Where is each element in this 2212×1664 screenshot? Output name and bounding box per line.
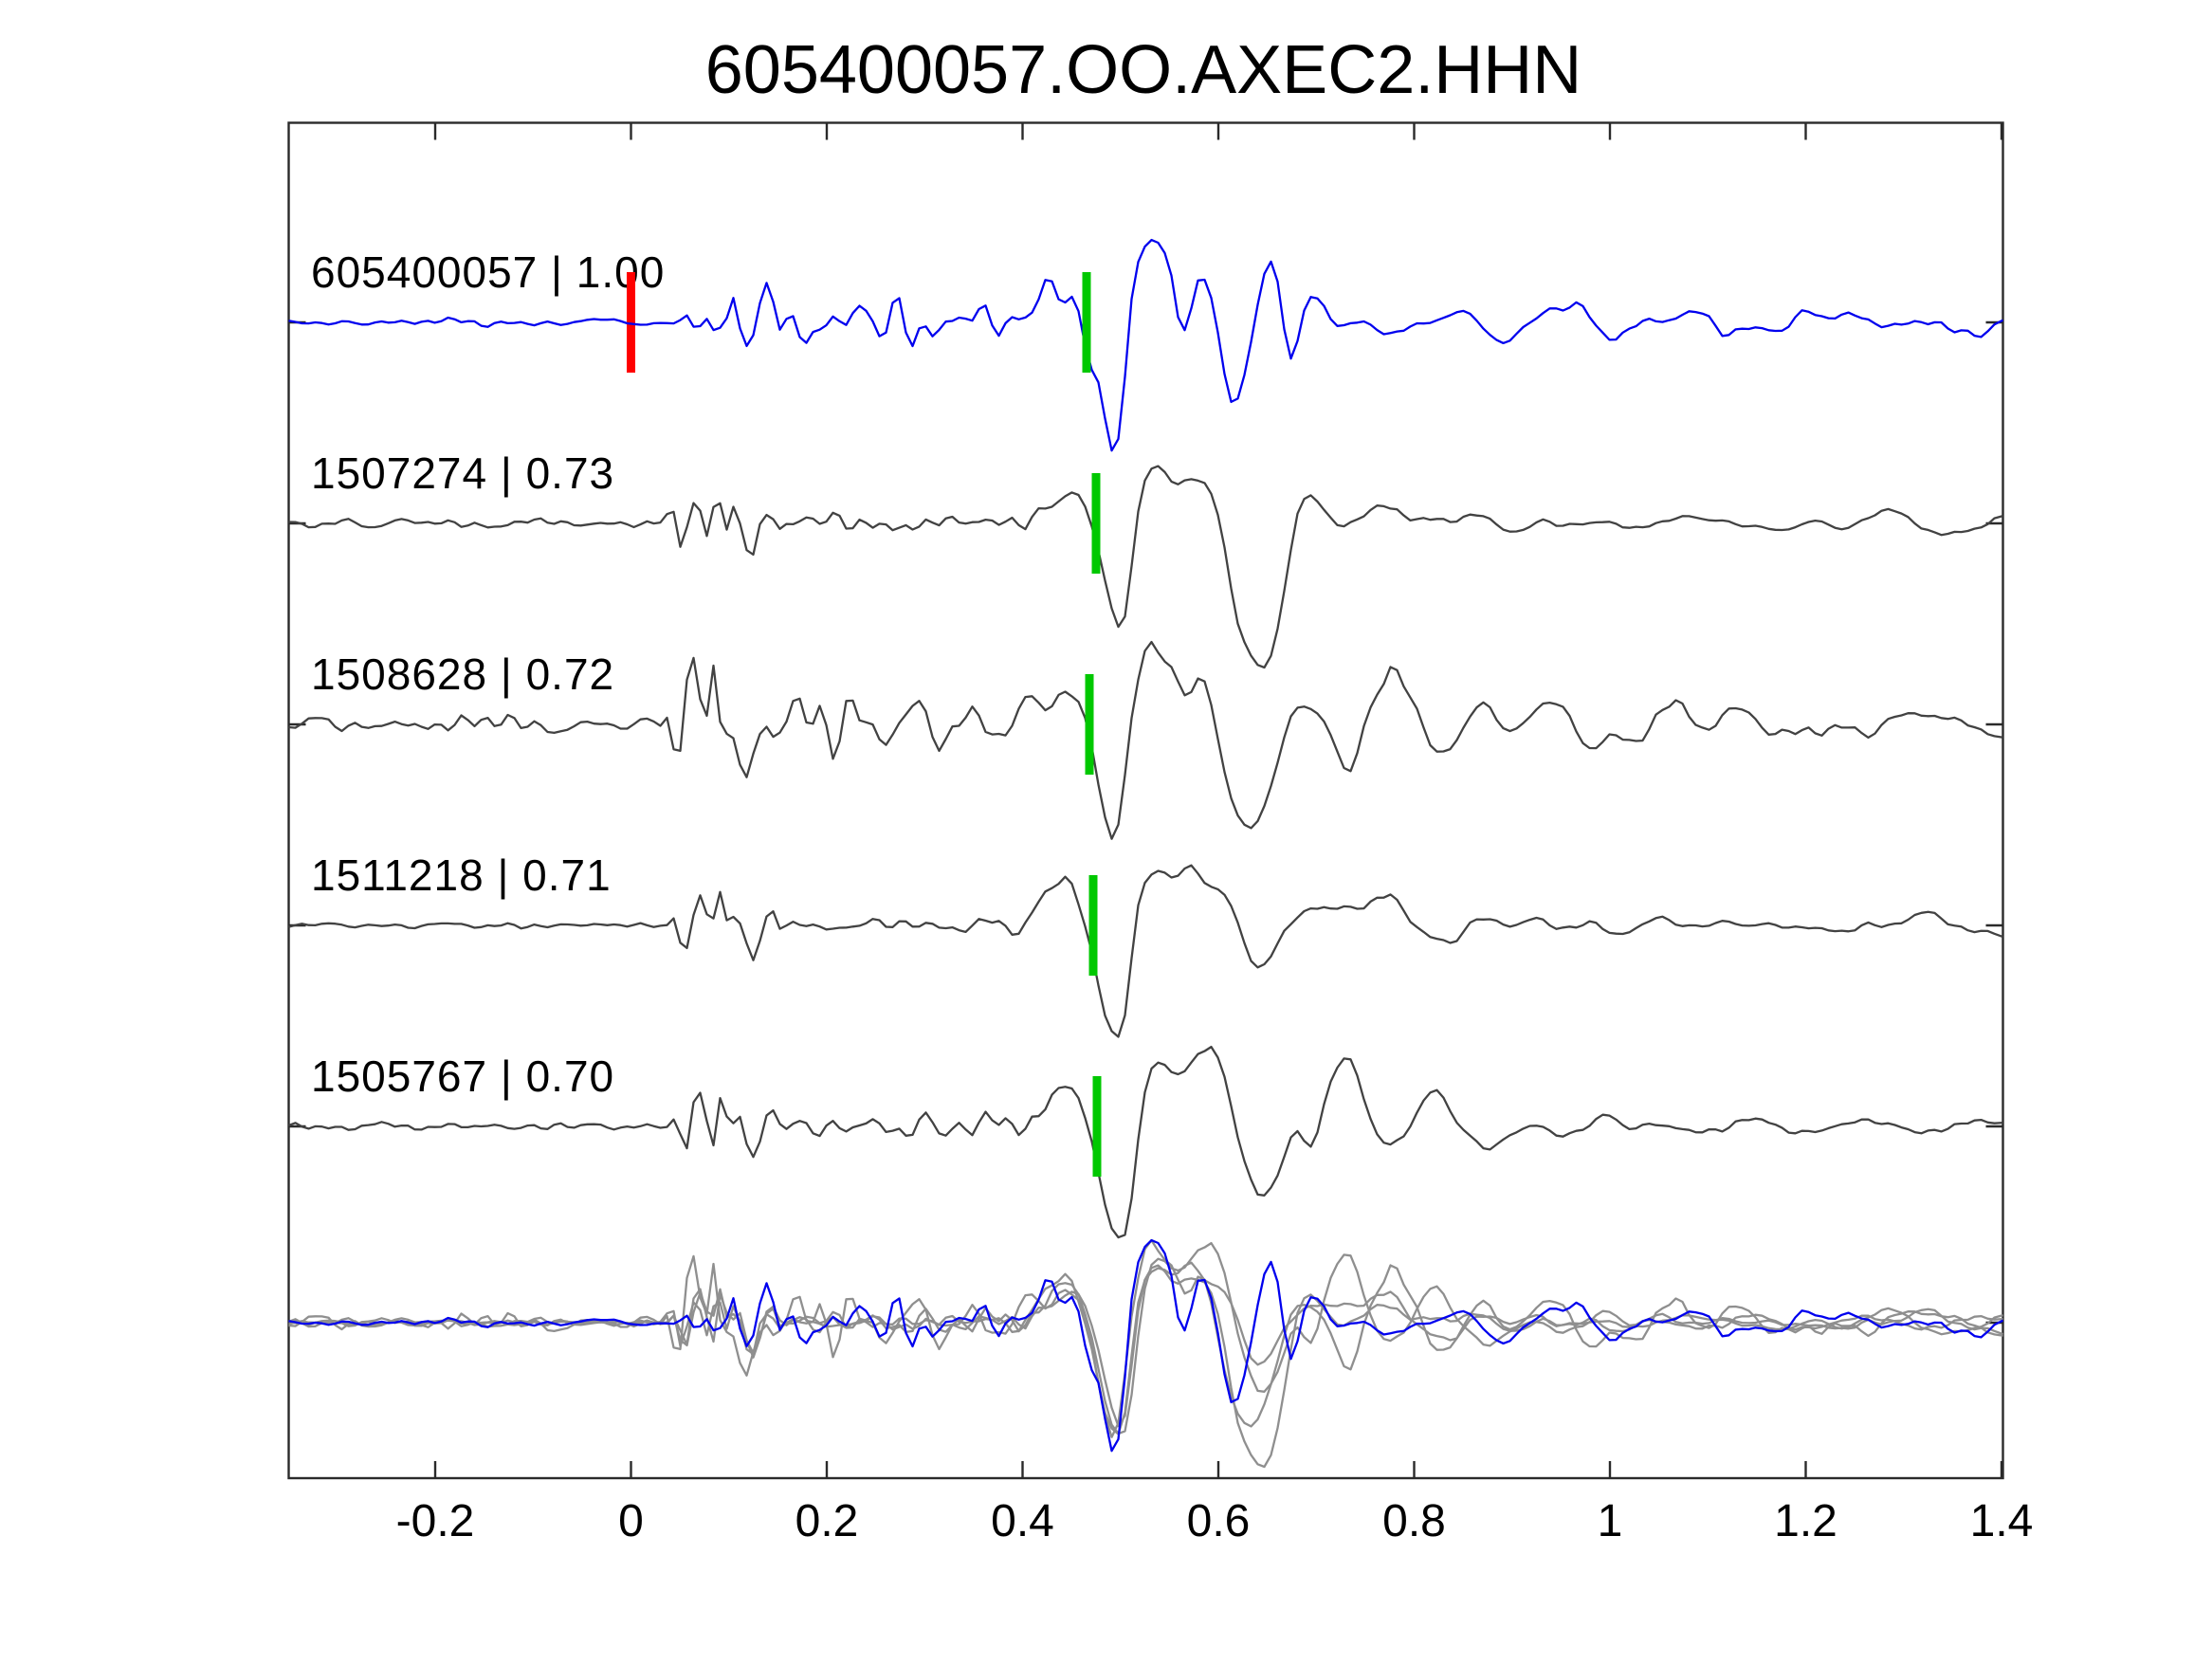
svg-text:-0.2: -0.2 — [396, 1496, 475, 1546]
svg-text:1511218 | 0.71: 1511218 | 0.71 — [311, 850, 612, 900]
svg-text:1508628 | 0.72: 1508628 | 0.72 — [311, 649, 614, 699]
svg-text:605400057 | 1.00: 605400057 | 1.00 — [311, 247, 665, 297]
svg-text:0.4: 0.4 — [991, 1496, 1054, 1546]
svg-text:1: 1 — [1598, 1496, 1623, 1546]
svg-text:1.4: 1.4 — [1970, 1496, 2034, 1546]
svg-text:1507274 | 0.73: 1507274 | 0.73 — [311, 448, 614, 498]
svg-text:0.6: 0.6 — [1187, 1496, 1251, 1546]
svg-text:605400057.OO.AXEC2.HHN: 605400057.OO.AXEC2.HHN — [705, 32, 1582, 108]
svg-text:0.2: 0.2 — [795, 1496, 859, 1546]
svg-text:0.8: 0.8 — [1382, 1496, 1446, 1546]
svg-text:0: 0 — [618, 1496, 644, 1546]
svg-text:1.2: 1.2 — [1774, 1496, 1837, 1546]
svg-text:1505767 | 0.70: 1505767 | 0.70 — [311, 1051, 614, 1101]
